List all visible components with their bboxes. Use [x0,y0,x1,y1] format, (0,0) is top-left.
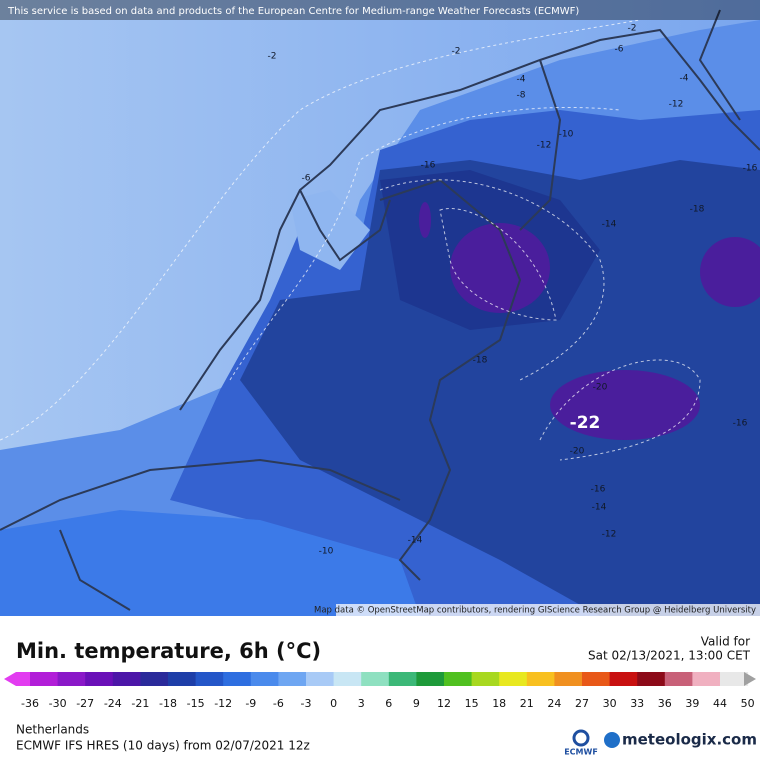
contour-label: -12 [669,100,684,110]
colorbar-label: 24 [547,697,561,710]
colorbar-swatch [140,672,169,686]
model: ECMWF IFS HRES (10 days) from 02/07/2021… [16,739,310,753]
colorbar-label: 3 [358,697,365,710]
contour-label: -16 [591,485,606,495]
contour-label: -20 [593,383,608,393]
colorbar-label: 30 [603,697,617,710]
colorbar-label: 44 [713,697,727,710]
contour-label: -18 [473,356,488,366]
colorbar-swatch [85,672,114,686]
colorbar-label: 18 [492,697,506,710]
colorbar-swatch [526,672,555,686]
colorbar-swatch [30,672,59,686]
contour-label: -2 [628,24,637,34]
colorbar-label: 15 [465,697,479,710]
colorbar-label: -18 [159,697,177,710]
colorbar-swatch [333,672,362,686]
contour-label: -2 [268,52,277,62]
colorbar-label: 39 [685,697,699,710]
brand: meteologix.com [622,731,757,749]
contour-label: -16 [733,419,748,429]
colorbar-swatch [112,672,141,686]
colorbar-swatch [692,672,721,686]
colorbar-label: -15 [187,697,205,710]
colorbar-swatch [16,672,31,686]
contour-label: -2 [452,47,461,57]
colorbar-label: -3 [301,697,312,710]
contour-label: -6 [615,45,624,55]
colorbar-label: 9 [413,697,420,710]
contour-label: -10 [559,130,574,140]
contour-label: -6 [302,174,311,184]
colorbar-arrow-left [4,672,16,686]
contour-label: -16 [421,161,436,171]
map: -2 -2 -2 -6 -4 -8 -4 -12 -10 -12 -6 -16 -16 -18 -14 -18… [0,0,760,616]
colorbar-label: 27 [575,697,589,710]
contour-label: -16 [743,164,758,174]
colorbar-swatch [223,672,252,686]
footer: Min. temperature, 6h (°C) Valid for Sat … [4,635,757,757]
title: Min. temperature, 6h (°C) [16,639,321,663]
attribution: This service is based on data and produc… [7,6,579,17]
colorbar-swatch [582,672,611,686]
colorbar-arrow-right [744,672,756,686]
colorbar-label: -21 [131,697,149,710]
contour-label: -8 [517,91,526,101]
colorbar-swatch [250,672,279,686]
colorbar-swatch [637,672,666,686]
colorbar-label: -36 [21,697,39,710]
contour-label: -12 [602,530,617,540]
colorbar-swatch [388,672,417,686]
contour-label: -10 [319,547,334,557]
colorbar-label: -30 [49,697,67,710]
colorbar-swatch [168,672,197,686]
colorbar-swatch [195,672,224,686]
contour-label: -14 [408,536,423,546]
contour-label: -12 [537,141,552,151]
valid-label: Valid for [701,635,750,649]
colorbar-label: 0 [330,697,337,710]
colorbar-label: 33 [630,697,644,710]
contour-label: -18 [690,205,705,215]
colorbar-label: -24 [104,697,122,710]
colorbar-swatch [471,672,500,686]
colorbar-swatch [444,672,473,686]
colorbar-label: 50 [741,697,755,710]
colorbar-swatch [499,672,528,686]
colorbar-swatch [416,672,445,686]
colorbar-swatch [720,672,749,686]
colorbar-swatch [554,672,583,686]
contour-label: -14 [602,220,617,230]
colorbar-label: -6 [273,697,284,710]
valid-time: Sat 02/13/2021, 13:00 CET [588,649,751,663]
colorbar-label: -12 [214,697,232,710]
ecmwf-logo: ECMWF [564,748,598,757]
colorbar-label: 6 [385,697,392,710]
colorbar-label: -9 [245,697,256,710]
map-credit: Map data © OpenStreetMap contributors, r… [314,606,756,616]
colorbar-label: 36 [658,697,672,710]
contour-label: -14 [592,503,607,513]
colorbar-swatch [278,672,307,686]
colorbar-swatch [57,672,86,686]
contour-label: -20 [570,447,585,457]
contour-label: -4 [517,75,526,85]
colorbar-swatch [664,672,693,686]
colorbar-swatch [306,672,335,686]
region: Netherlands [16,723,89,737]
colorbar-swatch [609,672,638,686]
colorbar-label: 21 [520,697,534,710]
contour-label: -4 [680,74,689,84]
colorbar-label: 12 [437,697,451,710]
contour-label: -22 [570,413,601,433]
colorbar-swatch [361,672,390,686]
colorbar-label: -27 [76,697,94,710]
